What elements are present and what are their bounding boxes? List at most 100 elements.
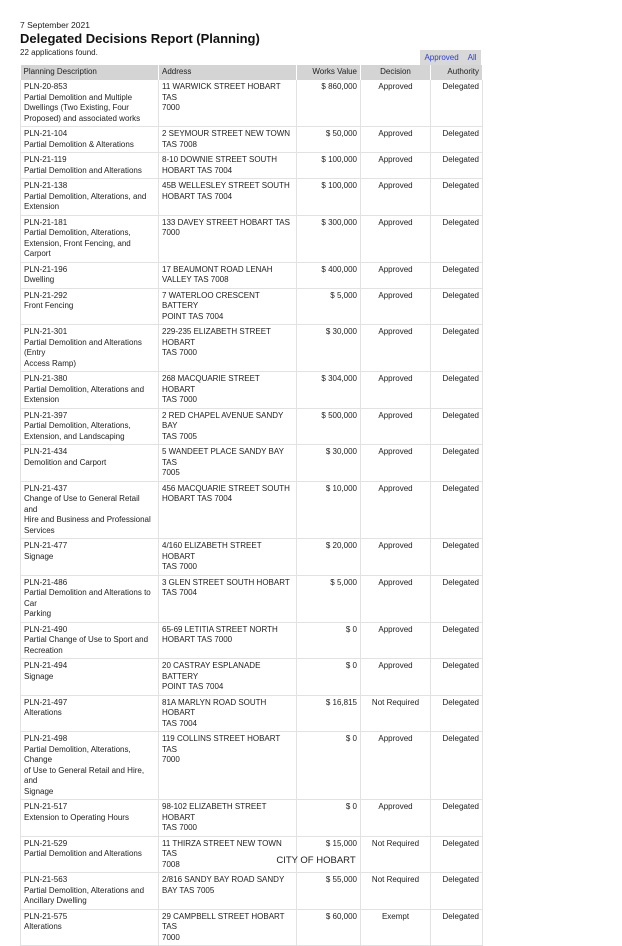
table-row: PLN-20-853 Partial Demolition and Multip… xyxy=(20,80,483,127)
application-id[interactable]: PLN-21-498 xyxy=(24,734,68,743)
filter-all-link[interactable]: All xyxy=(467,53,477,62)
works-value-cell: $ 0 xyxy=(296,658,361,696)
authority-cell: Delegated xyxy=(430,215,483,263)
application-description: Partial Demolition, Alterations, Extensi… xyxy=(24,228,131,258)
decision-cell: Approved xyxy=(360,799,431,837)
application-description: Partial Demolition, Alterations and Exte… xyxy=(24,384,145,405)
application-id[interactable]: PLN-21-292 xyxy=(24,290,68,300)
table-row: PLN-21-104 Partial Demolition & Alterati… xyxy=(20,126,483,153)
application-id[interactable]: PLN-21-181 xyxy=(24,217,68,227)
address-cell: 456 MACQUARIE STREET SOUTH HOBART TAS 70… xyxy=(158,481,297,539)
works-value-cell: $ 30,000 xyxy=(296,324,361,372)
works-value-cell: $ 100,000 xyxy=(296,178,361,216)
application-id[interactable]: PLN-21-397 xyxy=(24,410,68,420)
application-id[interactable]: PLN-21-575 xyxy=(24,911,68,921)
table-row: PLN-21-119 Partial Demolition and Altera… xyxy=(20,152,483,179)
table-row: PLN-21-486 Partial Demolition and Altera… xyxy=(20,575,483,623)
address-cell: 45B WELLESLEY STREET SOUTH HOBART TAS 70… xyxy=(158,178,297,216)
table-row: PLN-21-529 Partial Demolition and Altera… xyxy=(20,836,483,873)
application-description: Signage xyxy=(24,551,54,561)
application-id[interactable]: PLN-21-434 xyxy=(24,447,68,456)
works-value-cell: $ 500,000 xyxy=(296,408,361,445)
filter-bar: Approved All xyxy=(420,50,481,65)
application-description: Partial Demolition & Alterations xyxy=(24,139,134,149)
description-cell: PLN-21-292 Front Fencing xyxy=(20,288,159,325)
table-row: PLN-21-138 Partial Demolition, Alteratio… xyxy=(20,178,483,216)
column-header-decision[interactable]: Decision xyxy=(360,65,431,80)
address-cell: 268 MACQUARIE STREET HOBART TAS 7000 xyxy=(158,371,297,409)
address-cell: 20 CASTRAY ESPLANADE BATTERY POINT TAS 7… xyxy=(158,658,297,696)
application-description: Demolition and Carport xyxy=(24,457,107,467)
application-id[interactable]: PLN-20-853 xyxy=(24,82,68,91)
table-header-row: Planning Description Address Works Value… xyxy=(20,65,483,80)
column-header-description[interactable]: Planning Description xyxy=(20,65,159,80)
application-id[interactable]: PLN-21-529 xyxy=(24,838,68,848)
application-id[interactable]: PLN-21-490 xyxy=(24,624,68,634)
address-cell: 5 WANDEET PLACE SANDY BAY TAS 7005 xyxy=(158,444,297,482)
filter-approved-link[interactable]: Approved xyxy=(424,53,459,62)
authority-cell: Delegated xyxy=(430,575,483,623)
application-description: Partial Demolition and Multiple Dwelling… xyxy=(24,92,141,123)
application-id[interactable]: PLN-21-104 xyxy=(24,129,68,138)
application-id[interactable]: PLN-21-494 xyxy=(24,661,68,670)
address-cell: 3 GLEN STREET SOUTH HOBART TAS 7004 xyxy=(158,575,297,623)
decision-cell: Approved xyxy=(360,262,431,289)
column-header-works-value[interactable]: Works Value xyxy=(296,65,361,80)
authority-cell: Delegated xyxy=(430,872,483,910)
application-id[interactable]: PLN-21-486 xyxy=(24,577,68,587)
works-value-cell: $ 304,000 xyxy=(296,371,361,409)
decision-cell: Approved xyxy=(360,622,431,659)
application-id[interactable]: PLN-21-380 xyxy=(24,374,68,383)
works-value-cell: $ 400,000 xyxy=(296,262,361,289)
works-value-cell: $ 100,000 xyxy=(296,152,361,179)
authority-cell: Delegated xyxy=(430,481,483,539)
application-description: Partial Demolition and Alterations to Ca… xyxy=(24,588,151,618)
table-row: PLN-21-517 Extension to Operating Hours 9… xyxy=(20,799,483,837)
application-description: Alterations xyxy=(24,922,62,931)
table-row: PLN-21-292 Front Fencing 7 WATERLOO CRESC… xyxy=(20,288,483,325)
description-cell: PLN-21-486 Partial Demolition and Altera… xyxy=(20,575,159,623)
application-id[interactable]: PLN-21-196 xyxy=(24,264,68,274)
description-cell: PLN-21-437 Change of Use to General Reta… xyxy=(20,481,159,539)
decision-cell: Approved xyxy=(360,288,431,325)
application-id[interactable]: PLN-21-301 xyxy=(24,327,68,336)
description-cell: PLN-21-196 Dwelling xyxy=(20,262,159,289)
application-description: Partial Demolition, Alterations, and Ext… xyxy=(24,191,147,212)
table-row: PLN-21-494 Signage 20 CASTRAY ESPLANADE B… xyxy=(20,658,483,696)
application-id[interactable]: PLN-21-477 xyxy=(24,541,68,550)
decision-cell: Approved xyxy=(360,371,431,409)
application-description: Signage xyxy=(24,671,54,681)
description-cell: PLN-21-181 Partial Demolition, Alteratio… xyxy=(20,215,159,263)
application-id[interactable]: PLN-21-497 xyxy=(24,697,68,707)
decision-cell: Approved xyxy=(360,538,431,576)
column-header-address[interactable]: Address xyxy=(158,65,297,80)
works-value-cell: $ 0 xyxy=(296,799,361,837)
application-description: Partial Demolition, Alterations, Extensi… xyxy=(24,421,131,441)
address-cell: 133 DAVEY STREET HOBART TAS 7000 xyxy=(158,215,297,263)
address-cell: 17 BEAUMONT ROAD LENAH VALLEY TAS 7008 xyxy=(158,262,297,289)
decision-cell: Approved xyxy=(360,481,431,539)
application-id[interactable]: PLN-21-517 xyxy=(24,802,68,811)
works-value-cell: $ 5,000 xyxy=(296,575,361,623)
column-header-authority[interactable]: Authority xyxy=(430,65,483,80)
decision-cell: Approved xyxy=(360,80,431,127)
application-description: Front Fencing xyxy=(24,301,74,310)
application-id[interactable]: PLN-21-119 xyxy=(24,155,67,164)
works-value-cell: $ 10,000 xyxy=(296,481,361,539)
address-cell: 2 SEYMOUR STREET NEW TOWN TAS 7008 xyxy=(158,126,297,153)
table-row: PLN-21-497 Alterations 81A MARLYN ROAD SO… xyxy=(20,695,483,732)
works-value-cell: $ 15,000 xyxy=(296,836,361,873)
authority-cell: Delegated xyxy=(430,731,483,800)
description-cell: PLN-21-477 Signage xyxy=(20,538,159,576)
description-cell: PLN-21-119 Partial Demolition and Altera… xyxy=(20,152,159,179)
description-cell: PLN-21-434 Demolition and Carport xyxy=(20,444,159,482)
application-id[interactable]: PLN-21-437 xyxy=(24,483,68,493)
address-cell: 81A MARLYN ROAD SOUTH HOBART TAS 7004 xyxy=(158,695,297,732)
works-value-cell: $ 5,000 xyxy=(296,288,361,325)
works-value-cell: $ 55,000 xyxy=(296,872,361,910)
table-row: PLN-21-181 Partial Demolition, Alteratio… xyxy=(20,215,483,263)
application-description: Partial Demolition and Alterations xyxy=(24,165,142,175)
description-cell: PLN-21-575 Alterations xyxy=(20,909,159,946)
application-id[interactable]: PLN-21-138 xyxy=(24,181,68,190)
table-row: PLN-21-196 Dwelling 17 BEAUMONT ROAD LENA… xyxy=(20,262,483,289)
